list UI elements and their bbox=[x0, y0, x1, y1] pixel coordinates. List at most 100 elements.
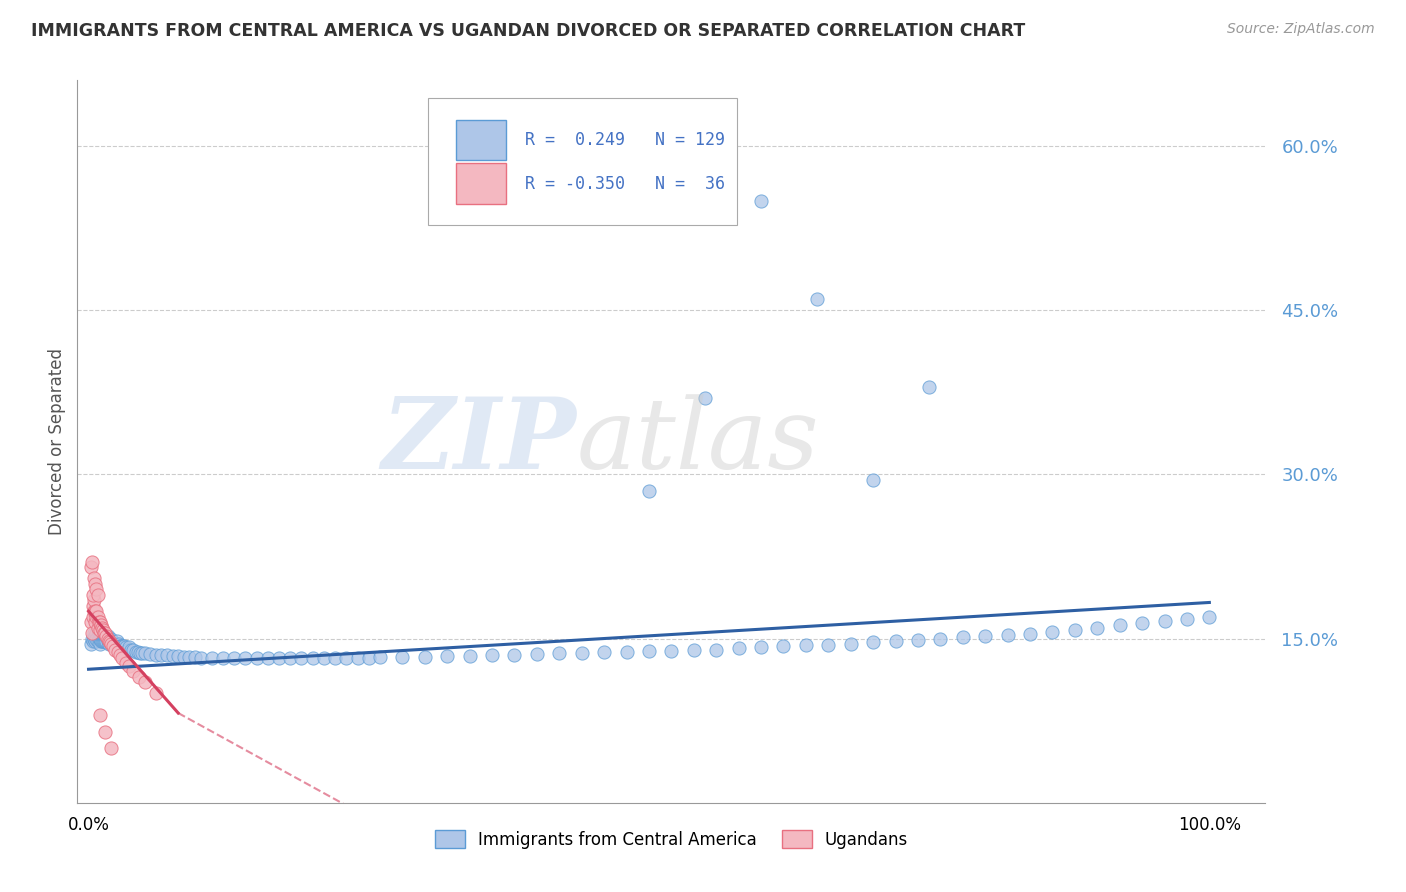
Point bbox=[86, 609, 108, 624]
Point bbox=[503, 648, 526, 662]
Point bbox=[90, 633, 112, 648]
Point bbox=[104, 637, 127, 651]
Text: ZIP: ZIP bbox=[381, 393, 576, 490]
Point bbox=[94, 626, 117, 640]
Point bbox=[323, 651, 346, 665]
Point bbox=[616, 645, 638, 659]
Point bbox=[89, 626, 111, 640]
Y-axis label: Divorced or Separated: Divorced or Separated bbox=[48, 348, 66, 535]
Point bbox=[101, 633, 124, 648]
Point bbox=[301, 651, 323, 665]
Point bbox=[86, 609, 108, 624]
Point bbox=[82, 588, 104, 602]
Point bbox=[548, 646, 571, 660]
Point bbox=[122, 642, 145, 657]
Point bbox=[86, 629, 108, 643]
Point bbox=[139, 647, 162, 661]
Point bbox=[278, 651, 301, 665]
Point bbox=[118, 640, 141, 655]
Point bbox=[918, 380, 941, 394]
Point bbox=[86, 632, 108, 646]
Point bbox=[86, 621, 108, 635]
Point bbox=[974, 629, 997, 643]
Point bbox=[661, 643, 683, 657]
Point bbox=[1198, 609, 1220, 624]
Point bbox=[108, 648, 131, 662]
Point bbox=[190, 651, 212, 665]
Point bbox=[91, 633, 114, 648]
Point bbox=[884, 633, 907, 648]
Point bbox=[89, 708, 111, 723]
Text: IMMIGRANTS FROM CENTRAL AMERICA VS UGANDAN DIVORCED OR SEPARATED CORRELATION CHA: IMMIGRANTS FROM CENTRAL AMERICA VS UGAND… bbox=[31, 22, 1025, 40]
Point bbox=[93, 626, 115, 640]
Point bbox=[104, 642, 127, 657]
Point bbox=[952, 631, 974, 645]
Point bbox=[112, 640, 135, 655]
Point bbox=[101, 637, 124, 651]
Point bbox=[458, 649, 481, 664]
Point bbox=[335, 651, 357, 665]
Point bbox=[84, 615, 107, 630]
Point bbox=[201, 651, 224, 665]
Point bbox=[1042, 625, 1064, 640]
Point bbox=[413, 650, 436, 665]
Point bbox=[907, 632, 929, 647]
Point bbox=[86, 626, 108, 640]
Point bbox=[1130, 616, 1153, 631]
Point bbox=[212, 651, 235, 665]
Point bbox=[156, 648, 179, 662]
Point bbox=[772, 639, 794, 653]
Point bbox=[84, 633, 107, 648]
Point bbox=[235, 651, 257, 665]
Point bbox=[89, 615, 111, 630]
Point bbox=[749, 194, 772, 208]
Point bbox=[1019, 627, 1042, 641]
Point bbox=[82, 633, 104, 648]
Point bbox=[89, 637, 111, 651]
Point bbox=[124, 645, 146, 659]
Point bbox=[107, 645, 129, 659]
Point bbox=[89, 623, 111, 637]
Point bbox=[290, 651, 312, 665]
Point bbox=[97, 637, 120, 651]
Point bbox=[100, 632, 122, 646]
Point bbox=[91, 629, 114, 643]
Point bbox=[224, 651, 246, 665]
Point bbox=[107, 637, 129, 651]
Point bbox=[80, 555, 103, 569]
Point bbox=[128, 670, 150, 684]
Point bbox=[693, 391, 716, 405]
Point bbox=[105, 637, 128, 651]
Point bbox=[91, 623, 114, 637]
Point bbox=[167, 649, 190, 664]
Point bbox=[96, 633, 118, 648]
Point bbox=[80, 615, 103, 630]
Point bbox=[391, 650, 413, 665]
Point bbox=[571, 646, 593, 660]
Point bbox=[87, 632, 110, 646]
Point bbox=[80, 560, 103, 574]
Point bbox=[862, 635, 884, 649]
Point bbox=[83, 593, 105, 607]
Point bbox=[184, 650, 207, 665]
Point bbox=[86, 633, 108, 648]
Point bbox=[86, 582, 108, 597]
Point bbox=[91, 629, 114, 643]
Point bbox=[90, 618, 112, 632]
Point bbox=[162, 649, 184, 664]
Point bbox=[84, 629, 107, 643]
Point bbox=[638, 483, 661, 498]
Point bbox=[108, 639, 131, 653]
Point bbox=[436, 649, 458, 664]
Point bbox=[91, 621, 114, 635]
Point bbox=[1153, 614, 1175, 628]
Point bbox=[817, 638, 839, 652]
Point bbox=[86, 604, 108, 618]
Point bbox=[749, 640, 772, 655]
Point bbox=[1085, 621, 1108, 635]
Point bbox=[346, 651, 368, 665]
Point bbox=[150, 648, 173, 662]
Point bbox=[80, 632, 103, 646]
Point bbox=[727, 641, 749, 656]
Point bbox=[82, 599, 104, 613]
